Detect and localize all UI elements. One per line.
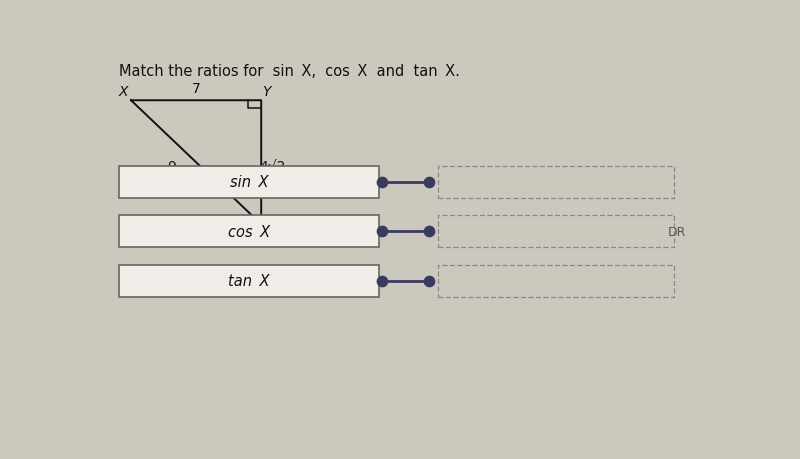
Bar: [438, 167, 674, 198]
Text: 4√2: 4√2: [259, 159, 286, 174]
Point: [376, 278, 389, 285]
Text: cos  X: cos X: [228, 224, 270, 239]
Point: [376, 179, 389, 186]
Bar: [118, 167, 379, 198]
Point: [422, 278, 435, 285]
Bar: [118, 265, 379, 297]
Bar: [438, 216, 674, 248]
Bar: [438, 265, 674, 297]
Text: DR: DR: [667, 225, 686, 238]
Point: [376, 228, 389, 235]
Text: X: X: [119, 85, 128, 99]
Text: 9: 9: [167, 159, 176, 174]
Text: Z: Z: [258, 227, 268, 241]
Point: [422, 228, 435, 235]
Point: [422, 179, 435, 186]
Text: Y: Y: [262, 85, 270, 99]
Text: 7: 7: [192, 82, 201, 95]
Bar: [118, 216, 379, 248]
Text: Match the ratios for  sin  X,  cos  X  and  tan  X.: Match the ratios for sin X, cos X and ta…: [118, 64, 459, 79]
Text: tan  X: tan X: [228, 274, 270, 289]
Text: sin  X: sin X: [230, 175, 268, 190]
